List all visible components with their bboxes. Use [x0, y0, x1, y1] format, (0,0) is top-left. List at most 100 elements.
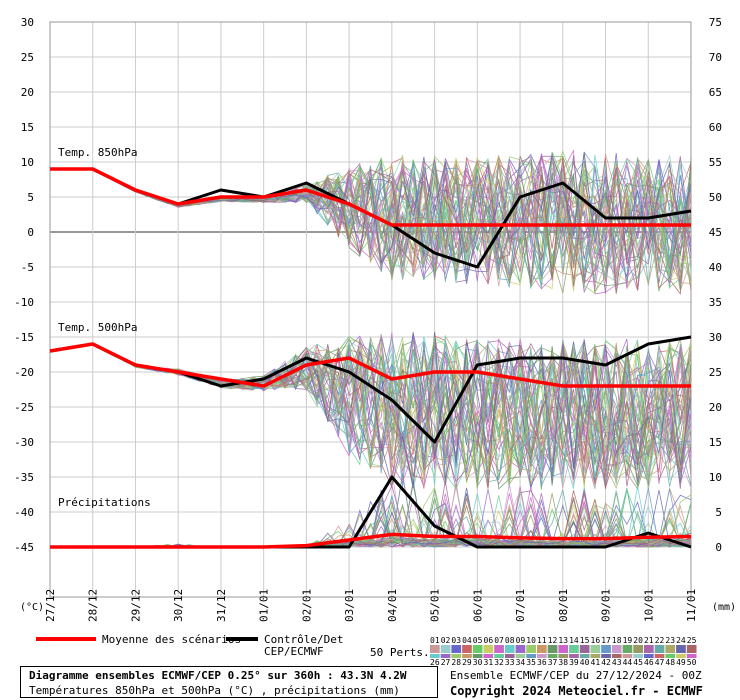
pert-number-label: 32 [494, 658, 504, 665]
pert-swatch [611, 654, 622, 658]
pert-number-label: 27 [441, 658, 451, 665]
perturbation-line [49, 157, 692, 294]
pert-number-label: 34 [516, 658, 526, 665]
pert-number-label: 04 [462, 636, 472, 645]
left-tick-label: -25 [14, 401, 34, 414]
x-tick-label: 30/12 [172, 589, 185, 622]
pert-swatch [601, 645, 611, 653]
main-lines [49, 167, 692, 549]
pert-number-label: 36 [537, 658, 547, 665]
x-tick-label: 05/01 [429, 589, 442, 622]
pert-swatch [644, 654, 654, 658]
pert-number-label: 05 [473, 636, 483, 645]
pert-swatch [430, 654, 440, 658]
pert-swatch [590, 645, 601, 653]
pert-swatch [451, 645, 462, 653]
pert-number-label: 25 [687, 636, 697, 645]
pert-swatch [526, 654, 536, 658]
x-tick-label: 29/12 [129, 589, 142, 622]
left-tick-label: -40 [14, 506, 34, 519]
pert-swatch [622, 645, 633, 653]
pert-number-label: 48 [665, 658, 675, 665]
axis-labels: 302520151050-5-10-15-20-25-30-35-40-4575… [14, 16, 736, 622]
x-tick-label: 27/12 [44, 589, 57, 622]
x-tick-label: 08/01 [557, 589, 570, 622]
pert-swatch [440, 654, 451, 658]
right-tick-label: 65 [709, 86, 722, 99]
left-tick-label: -15 [14, 331, 34, 344]
pert-number-label: 39 [569, 658, 579, 665]
left-tick-label: -20 [14, 366, 34, 379]
right-axis-unit: (mm) [712, 602, 736, 613]
pert-number-label: 18 [612, 636, 622, 645]
pert-swatch [558, 645, 569, 653]
x-tick-label: 10/01 [642, 589, 655, 622]
left-tick-label: -5 [21, 261, 34, 274]
pert-number-label: 24 [676, 636, 686, 645]
pert-number-label: 06 [484, 636, 494, 645]
right-tick-label: 55 [709, 156, 722, 169]
pert-swatch [676, 645, 686, 653]
left-tick-label: 25 [21, 51, 34, 64]
right-tick-label: 15 [709, 436, 722, 449]
panel-label-t500: Temp. 500hPa [58, 321, 137, 334]
right-tick-label: 20 [709, 401, 722, 414]
panel-label-precip: Précipitations [58, 496, 151, 509]
right-tick-label: 50 [709, 191, 722, 204]
pert-number-label: 14 [569, 636, 579, 645]
pert-swatch [686, 654, 697, 658]
pert-swatch [547, 645, 558, 653]
pert-number-label: 40 [580, 658, 590, 665]
pert-swatch [494, 645, 504, 653]
pert-number-label: 50 [687, 658, 697, 665]
left-tick-label: 15 [21, 121, 34, 134]
left-tick-label: 10 [21, 156, 34, 169]
left-tick-label: 20 [21, 86, 34, 99]
right-tick-label: 10 [709, 471, 722, 484]
x-tick-label: 28/12 [87, 589, 100, 622]
pert-number-label: 33 [505, 658, 515, 665]
pert-swatch [686, 645, 697, 653]
pert-swatch [494, 654, 504, 658]
pert-number-label: 30 [473, 658, 483, 665]
pert-number-label: 09 [516, 636, 526, 645]
legend-control-label-1: Contrôle/Det [264, 633, 343, 646]
pert-swatch [472, 645, 483, 653]
pert-swatch [430, 645, 440, 653]
pert-swatch [622, 654, 633, 658]
pert-swatch [483, 645, 494, 653]
pert-number-label: 47 [655, 658, 665, 665]
right-tick-label: 45 [709, 226, 722, 239]
plot-frame [49, 21, 692, 598]
right-tick-label: 30 [709, 331, 722, 344]
pert-number-label: 11 [537, 636, 547, 645]
pert-number-label: 31 [484, 658, 494, 665]
pert-number-label: 07 [494, 636, 504, 645]
pert-number-label: 26 [430, 658, 440, 665]
pert-swatch [665, 645, 676, 653]
pert-swatch [676, 654, 686, 658]
pert-number-label: 21 [644, 636, 654, 645]
pert-swatch [526, 645, 536, 653]
ensemble-chart: 302520151050-5-10-15-20-25-30-35-40-4575… [14, 16, 736, 665]
pert-swatch [644, 645, 654, 653]
pert-swatch [483, 654, 494, 658]
legend-perts-label: 50 Perts. [370, 646, 430, 659]
left-tick-label: -10 [14, 296, 34, 309]
pert-number-label: 45 [633, 658, 643, 665]
pert-number-label: 15 [580, 636, 590, 645]
pert-swatch [569, 654, 579, 658]
mean-line-t500 [49, 342, 691, 388]
pert-number-label: 49 [676, 658, 686, 665]
pert-swatch [569, 645, 579, 653]
x-tick-label: 09/01 [600, 589, 613, 622]
left-tick-label: -45 [14, 541, 34, 554]
left-axis-unit: (°C) [20, 602, 44, 613]
pert-swatch [451, 654, 462, 658]
legend-control-label-2: CEP/ECMWF [264, 645, 324, 658]
pert-swatch [515, 645, 526, 653]
pert-swatch [440, 645, 451, 653]
pert-swatch [558, 654, 569, 658]
left-tick-label: 5 [27, 191, 34, 204]
